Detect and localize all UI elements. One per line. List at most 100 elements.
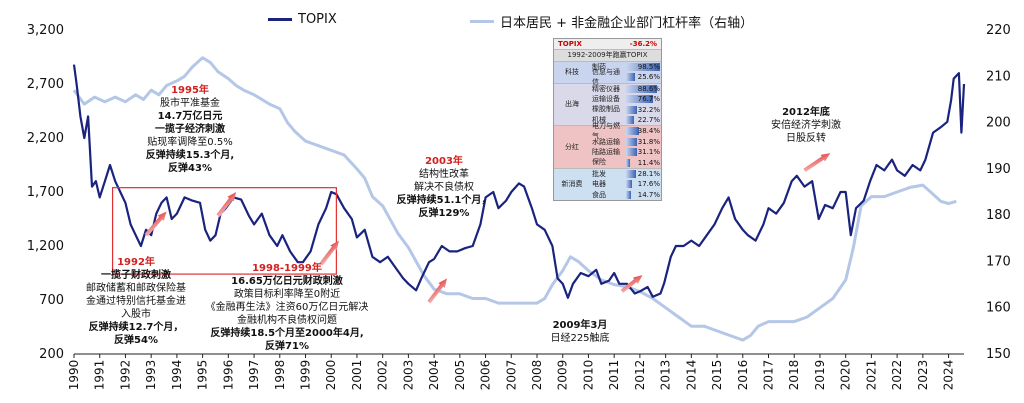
annotation-1998-line: 《金融再生法》注资60万亿日元解决	[205, 302, 369, 313]
x-tick-label: 1992	[118, 360, 132, 391]
table-row-bar: 98.5%	[626, 63, 661, 71]
legend-leverage: 日本居民 + 非金融企业部门杠杆率（右轴）	[470, 12, 753, 31]
table-row-bar: 28.1%	[626, 169, 661, 178]
table-row-value: 32.2%	[637, 105, 660, 114]
x-tick-label: 1993	[144, 360, 158, 391]
x-tick-label: 1999	[299, 360, 313, 391]
x-tick-label: 1997	[247, 360, 261, 391]
topix-series-line	[72, 64, 966, 299]
y-right-tick-label: 180	[986, 208, 1011, 223]
table-row-value: 31.1%	[637, 148, 660, 157]
table-group-rows: 制药 98.5% 信息与通信 25.6%	[590, 62, 661, 86]
table-row-bar: 32.2%	[626, 105, 661, 114]
table-row-bar: 38.4%	[626, 127, 661, 136]
annotation-1995-bold: 反弹43%	[168, 163, 212, 174]
x-tick-label: 1995	[196, 360, 210, 391]
table-row: 信息与通信 25.6%	[590, 68, 661, 86]
x-tick-label: 2014	[684, 360, 698, 391]
x-tick-label: 2007	[504, 360, 518, 391]
y-right-tick-label: 150	[986, 347, 1011, 362]
table-row-label: 运输设备	[592, 94, 620, 103]
rebound-arrow	[319, 240, 339, 266]
rebound-arrow-shape	[427, 278, 447, 304]
table-group-rows: 电力与燃气 38.4% 水路运输 31.8% 陆路运输 31.1% 保险 11.4%	[590, 122, 661, 168]
table-row-bar-fill	[626, 73, 635, 82]
x-tick-label: 2020	[839, 360, 853, 391]
annotation-1998-bold: 反弹71%	[265, 341, 309, 352]
x-tick-label: 1998	[273, 360, 287, 391]
table-row-bar-fill	[626, 180, 633, 189]
annotation-2012-bold: 2012年底	[782, 107, 830, 118]
annotation-1992: 1992年 一揽子财政刺激 邮政储蓄和邮政保险基 金通过特别信托基金进 入股市 …	[68, 256, 204, 347]
x-tick-label: 2005	[453, 360, 467, 391]
x-tick-label: 2001	[350, 360, 364, 391]
table-row: 食品 14.7%	[590, 190, 661, 200]
y-right-tick-label: 200	[986, 116, 1011, 131]
annotation-2012: 2012年底 安倍经济学刺激 日股反转	[756, 106, 856, 145]
table-row: 精密仪器 88.6%	[590, 84, 661, 94]
table-header: TOPIX -36.2%	[554, 39, 661, 50]
table-row: 批发 28.1%	[590, 169, 661, 179]
annotation-1992-year: 1992年	[117, 257, 155, 268]
x-tick-label: 2000	[324, 360, 338, 391]
x-tick-label: 2016	[736, 360, 750, 391]
annotation-2012-line: 日股反转	[786, 133, 826, 144]
annotation-1995: 1995年 股市平准基金 14.7万亿日元 一揽子经济刺激 贴现率调降至0.5%…	[138, 84, 242, 175]
table-group-rows: 精密仪器 88.6% 运输设备 76.7% 橡胶制品 32.2% 机械 22.7%	[590, 84, 661, 126]
rebound-arrow	[427, 278, 447, 304]
table-row-bar: 88.6%	[626, 84, 661, 93]
chart-marks	[72, 56, 966, 342]
annotation-1992-line: 邮政储蓄和邮政保险基	[86, 283, 186, 294]
sector-outperformance-table: TOPIX -36.2% 1992-2009年跑赢TOPIX 科技 制药 98.5%…	[553, 38, 662, 201]
annotation-1995-line: 一揽子经济刺激	[155, 124, 225, 135]
table-row: 制药 98.5%	[590, 62, 661, 72]
table-row-label: 陆路运输	[592, 147, 620, 156]
legend-topix-label: TOPIX	[298, 12, 337, 27]
table-row-label: 信息与通信	[592, 68, 620, 87]
table-group-rows: 批发 28.1% 电器 17.6% 食品 14.7%	[590, 169, 661, 200]
table-row-bar-fill	[626, 148, 637, 157]
annotation-1995-year: 1995年	[171, 85, 209, 96]
table-group: 科技 制药 98.5% 信息与通信 25.6%	[554, 60, 661, 86]
y-right-tick-label: 190	[986, 162, 1011, 177]
y-left-tick-label: 200	[39, 347, 64, 362]
table-group: 出海 精密仪器 88.6% 运输设备 76.7% 橡胶制品 32.2% 机械 22.7%	[554, 82, 661, 126]
rebound-arrow	[620, 275, 643, 293]
annotation-1992-line: 入股市	[121, 309, 151, 320]
table-row-bar: 11.4%	[626, 158, 661, 167]
table-group-label: 科技	[565, 68, 579, 76]
y-left-tick-label: 3,200	[27, 23, 64, 38]
x-tick-label: 2023	[916, 360, 930, 391]
annotation-2003-year: 2003年	[425, 156, 463, 167]
table-row-bar-fill	[626, 84, 657, 93]
annotation-2003-bold: 反弹129%	[418, 208, 470, 219]
table-row-label: 精密仪器	[592, 84, 620, 93]
table-row-bar-fill	[626, 63, 661, 71]
rebound-arrow	[144, 211, 167, 237]
y-right-tick-label: 160	[986, 301, 1011, 316]
rebound-arrow-shape	[620, 275, 643, 293]
table-row-bar-fill	[626, 169, 636, 178]
annotation-1992-bold: 反弹54%	[114, 335, 158, 346]
table-row-bar: 22.7%	[626, 115, 661, 124]
y-right-tick-label: 210	[986, 69, 1011, 84]
rebound-arrow	[803, 153, 831, 173]
annotation-2003-bold: 反弹持续51.1个月，	[396, 195, 492, 206]
annotation-1998-bold: 反弹持续18.5个月至2000年4月,	[210, 328, 364, 339]
table-row-bar-fill	[626, 137, 638, 146]
annotation-2009-bold: 2009年3月	[552, 320, 608, 331]
table-row: 电力与燃气 38.4%	[590, 122, 661, 140]
table-row-bar: 76.7%	[626, 95, 661, 104]
table-row-label: 食品	[592, 190, 606, 199]
x-tick-label: 2004	[427, 360, 441, 391]
legend-topix-swatch	[268, 18, 292, 21]
x-tick-label: 2010	[581, 360, 595, 391]
table-row-label: 橡胶制品	[592, 105, 620, 114]
x-tick-label: 2009	[556, 360, 570, 391]
table-row-value: 14.7%	[637, 190, 660, 199]
table-row-value: 31.8%	[637, 137, 660, 146]
table-row-label: 水路运输	[592, 137, 620, 146]
annotation-1998-line: 政策目标利率降至0附近	[233, 289, 341, 300]
table-row: 陆路运输 31.1%	[590, 147, 661, 157]
x-tick-label: 2024	[942, 360, 956, 391]
